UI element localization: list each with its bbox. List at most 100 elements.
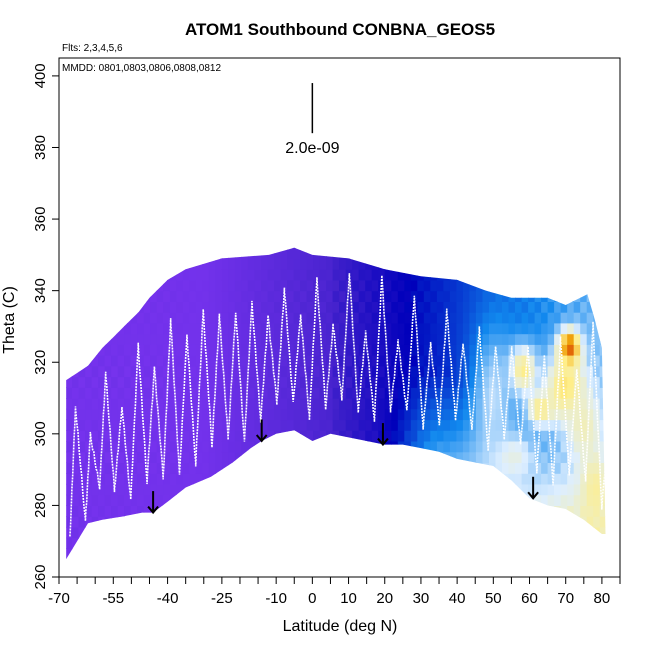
heatmap-cell	[235, 559, 242, 570]
heatmap-cell	[397, 398, 405, 410]
heatmap-cell	[482, 376, 490, 388]
heatmap-cell	[495, 537, 503, 549]
heatmap-cell	[599, 355, 606, 367]
heatmap-cell	[157, 559, 164, 570]
heatmap-cell	[495, 365, 503, 378]
heatmap-cell	[365, 462, 373, 474]
heatmap-cell	[215, 451, 223, 463]
heatmap-cell	[515, 505, 523, 517]
heatmap-cell	[111, 451, 119, 463]
heatmap-cell	[274, 247, 282, 249]
heatmap-cell	[287, 483, 295, 496]
heatmap-cell	[293, 494, 301, 506]
heatmap-cell	[417, 322, 425, 335]
heatmap-cell	[261, 537, 269, 549]
heatmap-cell	[228, 365, 236, 378]
heatmap-cell	[261, 505, 269, 517]
heatmap-cell	[534, 247, 542, 249]
heatmap-cell	[456, 322, 464, 335]
heatmap-cell	[528, 376, 536, 388]
heatmap-cell	[352, 559, 359, 570]
heatmap-cell	[358, 290, 366, 302]
heatmap-cell	[287, 376, 295, 388]
heatmap-cell	[72, 451, 80, 463]
heatmap-cell	[247, 419, 255, 431]
heatmap-cell	[580, 441, 588, 453]
heatmap-cell	[189, 408, 197, 421]
heatmap-cell	[482, 247, 490, 249]
heatmap-cell	[59, 248, 66, 259]
heatmap-cell	[98, 408, 106, 421]
heatmap-cell	[202, 279, 210, 292]
heatmap-cell	[267, 387, 275, 399]
heatmap-cell	[78, 408, 86, 421]
heatmap-cell	[391, 408, 399, 421]
heatmap-cell	[606, 452, 613, 463]
heatmap-cell	[85, 483, 93, 496]
heatmap-cell	[267, 548, 275, 560]
heatmap-cell	[384, 419, 392, 431]
heatmap-cell	[430, 247, 438, 259]
heatmap-cell	[143, 279, 151, 292]
heatmap-cell	[521, 398, 529, 410]
heatmap-cell	[573, 516, 581, 528]
heatmap-cell	[137, 483, 145, 496]
heatmap-cell	[215, 473, 223, 485]
heatmap-cell	[436, 430, 444, 442]
heatmap-cell	[358, 387, 366, 399]
heatmap-cell	[385, 559, 392, 570]
heatmap-cell	[358, 430, 366, 442]
heatmap-cell	[319, 441, 327, 453]
heatmap-cell	[150, 387, 158, 399]
heatmap-cell	[247, 365, 255, 378]
heatmap-cell	[345, 430, 353, 442]
heatmap-cell	[430, 494, 438, 506]
heatmap-cell	[300, 398, 308, 410]
heatmap-cell	[462, 301, 470, 313]
heatmap-cell	[202, 376, 210, 388]
heatmap-cell	[182, 290, 190, 302]
heatmap-cell	[313, 473, 321, 485]
heatmap-cell	[189, 430, 197, 442]
heatmap-cell	[66, 258, 73, 270]
heatmap-cell	[261, 279, 269, 292]
heatmap-cell	[274, 269, 282, 281]
heatmap-cell	[72, 462, 80, 474]
heatmap-cell	[436, 365, 444, 378]
heatmap-cell	[313, 301, 321, 313]
heatmap-cell	[404, 247, 412, 249]
heatmap-cell	[371, 269, 379, 281]
heatmap-cell	[554, 526, 562, 539]
heatmap-cell	[124, 526, 132, 539]
heatmap-cell	[98, 247, 106, 249]
heatmap-cell	[449, 505, 457, 517]
heatmap-cell	[599, 279, 606, 292]
heatmap-cell	[449, 247, 457, 259]
heatmap-cell	[195, 247, 203, 259]
heatmap-cell	[456, 290, 464, 302]
heatmap-cell	[384, 462, 392, 474]
heatmap-cell	[508, 279, 516, 292]
heatmap-cell	[495, 505, 503, 517]
heatmap-cell	[547, 355, 555, 367]
heatmap-cell	[567, 312, 575, 324]
heatmap-cell	[241, 526, 249, 539]
heatmap-cell	[586, 494, 594, 506]
heatmap-cell	[98, 516, 106, 528]
heatmap-cell	[143, 312, 151, 324]
heatmap-cell	[267, 537, 275, 549]
heatmap-cell	[72, 312, 80, 324]
heatmap-cell	[371, 473, 379, 485]
heatmap-cell	[215, 247, 223, 249]
heatmap-cell	[182, 258, 190, 270]
heatmap-cell	[573, 419, 581, 431]
heatmap-cell	[319, 548, 327, 560]
heatmap-cell	[300, 505, 308, 517]
heatmap-cell	[130, 312, 138, 324]
heatmap-cell	[293, 322, 301, 335]
heatmap-cell	[371, 516, 379, 528]
heatmap-cell	[378, 526, 386, 539]
heatmap-cell	[371, 355, 379, 367]
heatmap-cell	[156, 462, 164, 474]
heatmap-cell	[339, 365, 347, 378]
